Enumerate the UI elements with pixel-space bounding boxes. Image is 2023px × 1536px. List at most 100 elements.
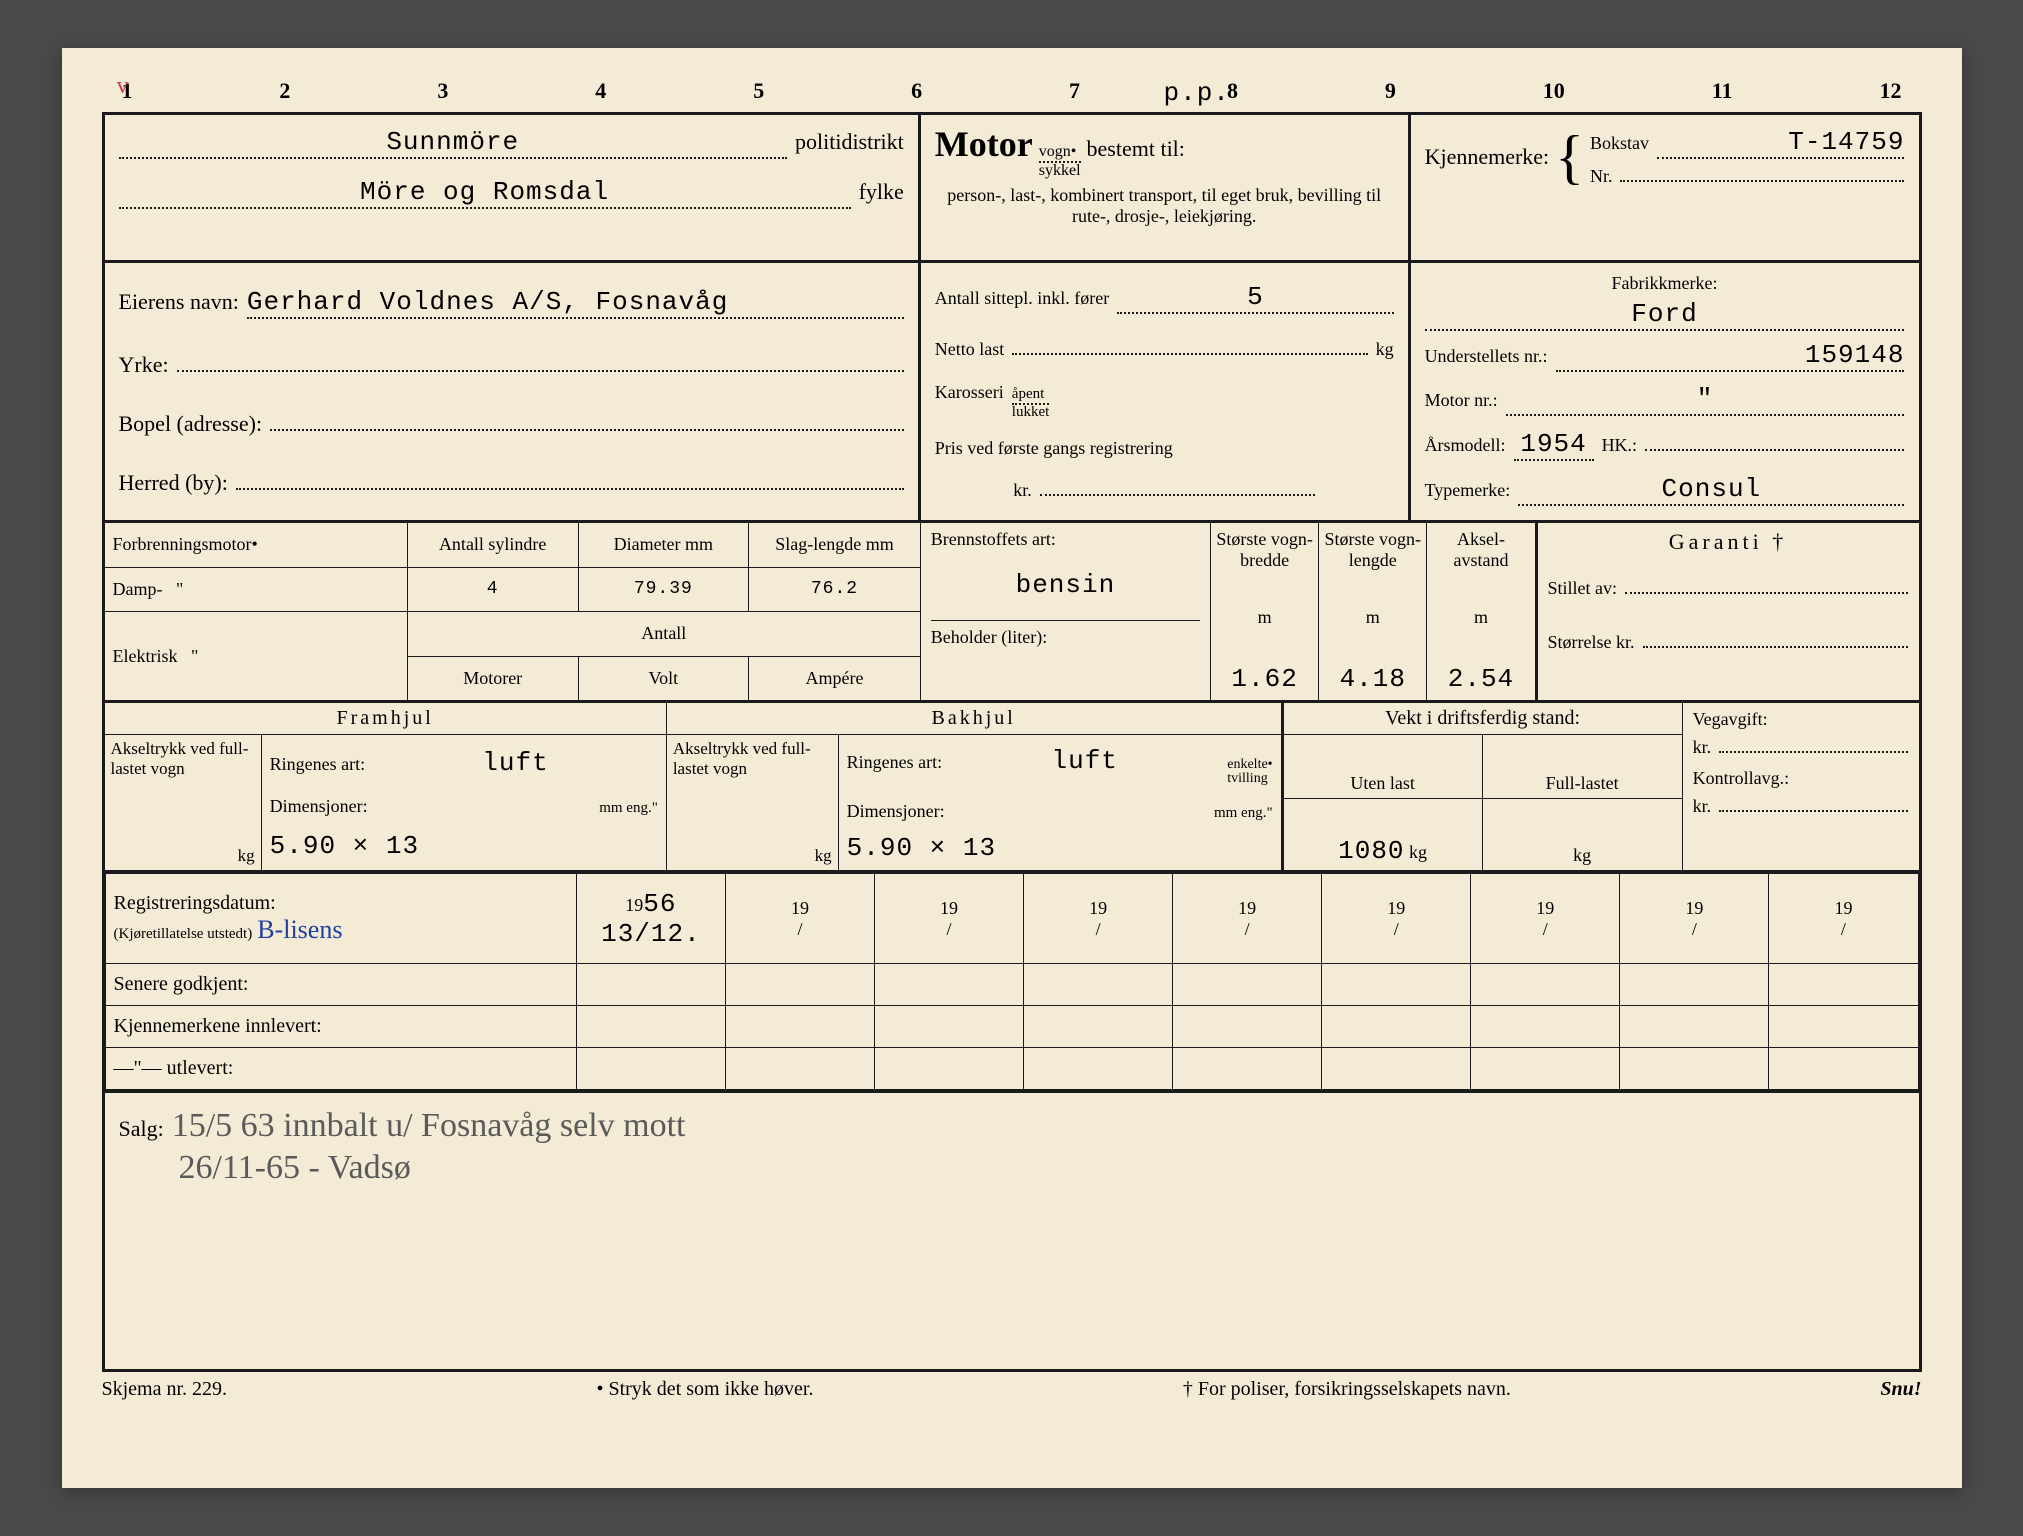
footer: Skjema nr. 229. • Stryk det som ikke høv… bbox=[102, 1372, 1922, 1401]
forbrenning-label: Forbrenningsmotor• bbox=[105, 523, 408, 568]
eier-value: Gerhard Voldnes A/S, Fosnavåg bbox=[247, 287, 904, 319]
year-col: 19/ bbox=[1769, 874, 1918, 964]
motornr-label: Motor nr.: bbox=[1425, 390, 1498, 411]
specs-mid-cell: Antall sittepl. inkl. fører5 Netto lastk… bbox=[921, 263, 1411, 520]
footnote-stryk: • Stryk det som ikke høver. bbox=[596, 1378, 813, 1401]
eier-label: Eierens navn: bbox=[119, 289, 239, 315]
ruler-tick: 7 bbox=[1069, 78, 1080, 104]
bak-ring: Ringenes art:luft enkelte• tvilling Dime… bbox=[839, 735, 1281, 870]
vekt-cell: Vekt i driftsferdig stand: Uten last Ful… bbox=[1284, 703, 1683, 870]
kg-label: kg bbox=[1376, 339, 1394, 360]
col-sylindre: Antall sylindre bbox=[408, 523, 579, 568]
ringenes-fram-value: luft bbox=[373, 748, 658, 778]
mm-eng: mm eng." bbox=[1214, 805, 1273, 822]
bredde-value: 1.62 bbox=[1215, 664, 1314, 694]
ruler-tick: 9 bbox=[1385, 78, 1396, 104]
uten-value: 1080 bbox=[1338, 836, 1404, 866]
fylke-value: Möre og Romsdal bbox=[119, 177, 851, 209]
dimensjoner-label: Dimensjoner: bbox=[270, 796, 368, 817]
enkelte-label: enkelte• bbox=[1227, 758, 1272, 772]
bak-axle: Akseltrykk ved full-lastet vogn kg bbox=[667, 735, 839, 870]
ruler: 1 2 3 4 5 6 7 8 9 10 11 12 bbox=[102, 78, 1922, 112]
form-frame: Sunnmöre politidistrikt Möre og Romsdal … bbox=[102, 112, 1922, 1372]
dimensjoner-label: Dimensjoner: bbox=[847, 801, 945, 822]
sittepl-label: Antall sittepl. inkl. fører bbox=[935, 288, 1109, 309]
motornr-value: " bbox=[1506, 384, 1905, 416]
stillet-value bbox=[1625, 575, 1908, 594]
innlevert-label: Kjennemerkene innlevert: bbox=[105, 1006, 576, 1048]
ruler-tick: 10 bbox=[1543, 78, 1565, 104]
kg-unit: kg bbox=[111, 846, 255, 866]
owner-cell: Eierens navn: Gerhard Voldnes A/S, Fosnav… bbox=[105, 263, 921, 520]
nr-label: Nr. bbox=[1590, 166, 1613, 187]
col-motorer: Motorer bbox=[408, 657, 579, 701]
mm-eng: mm eng." bbox=[599, 800, 658, 817]
bredde-col: Største vogn-bredde m 1.62 bbox=[1211, 523, 1319, 700]
year-col: 19/ bbox=[875, 874, 1024, 964]
red-checkmark: v bbox=[117, 73, 129, 100]
lengde-label: Største vogn-lengde bbox=[1323, 529, 1422, 571]
bopel-value bbox=[270, 412, 904, 431]
slag-value: 76.2 bbox=[749, 568, 920, 613]
storrelse-value bbox=[1643, 629, 1909, 648]
motor-sykkel: sykkel bbox=[1039, 163, 1081, 179]
motor-desc: person-, last-, kombinert transport, til… bbox=[935, 185, 1394, 227]
vekt-title: Vekt i driftsferdig stand: bbox=[1284, 703, 1682, 735]
kr-label: kr. bbox=[1693, 737, 1712, 758]
reg-sub: (Kjøretillatelse utstedt) bbox=[114, 926, 253, 942]
kr-label: kr. bbox=[1013, 480, 1032, 501]
karosseri-label: Karosseri bbox=[935, 382, 1004, 403]
year-col: 19/ bbox=[1173, 874, 1322, 964]
uten-value-cell: 1080 kg bbox=[1284, 799, 1483, 871]
skjema-nr: Skjema nr. 229. bbox=[102, 1378, 228, 1401]
utlevert-label: —"— utlevert: bbox=[105, 1048, 576, 1090]
brennstoff-value: bensin bbox=[931, 570, 1200, 600]
bokstav-value: T-14759 bbox=[1657, 127, 1904, 159]
yrke-value bbox=[177, 353, 904, 372]
understell-label: Understellets nr.: bbox=[1425, 346, 1548, 367]
aksel-col: Aksel-avstand m 2.54 bbox=[1427, 523, 1534, 700]
ruler-tick: 6 bbox=[911, 78, 922, 104]
m-unit: m bbox=[1323, 607, 1422, 628]
ditto: " bbox=[176, 579, 183, 600]
motor-heading: Motor bbox=[935, 123, 1033, 165]
sylindre-value: 4 bbox=[408, 568, 579, 613]
ruler-tick: 11 bbox=[1712, 78, 1733, 104]
row-owner: Eierens navn: Gerhard Voldnes A/S, Fosnav… bbox=[105, 263, 1919, 523]
avgift-cell: Vegavgift: kr. Kontrollavg.: kr. bbox=[1683, 703, 1919, 870]
kjennemerke-label: Kjennemerke: bbox=[1425, 144, 1550, 170]
senere-label: Senere godkjent: bbox=[105, 964, 576, 1006]
karosseri-lukket: lukket bbox=[1012, 405, 1050, 420]
pp-mark: p.p. bbox=[1164, 78, 1230, 108]
ringenes-label: Ringenes art: bbox=[270, 754, 365, 775]
herred-value bbox=[236, 470, 904, 489]
hk-value bbox=[1645, 432, 1904, 451]
salg-line1: 15/5 63 innbalt u/ Fosnavåg selv mott bbox=[172, 1107, 686, 1145]
kr-label: kr. bbox=[1693, 796, 1712, 817]
year-col: 19/ bbox=[1471, 874, 1620, 964]
arsmodell-value: 1954 bbox=[1514, 429, 1594, 461]
karosseri-apent: åpent bbox=[1012, 387, 1050, 405]
lengde-value: 4.18 bbox=[1323, 664, 1422, 694]
year-col: 19/ bbox=[1322, 874, 1471, 964]
fram-axle: Akseltrykk ved full-lastet vogn kg bbox=[105, 735, 262, 870]
kg-unit: kg bbox=[673, 846, 832, 866]
registration-card: v p.p. 1 2 3 4 5 6 7 8 9 10 11 12 Sunnmö… bbox=[62, 48, 1962, 1488]
salg-label: Salg: bbox=[119, 1116, 164, 1142]
fabrikkmerke-value: Ford bbox=[1425, 299, 1905, 331]
maker-cell: Fabrikkmerke: Ford Understellets nr.:159… bbox=[1411, 263, 1919, 520]
col-ampere: Ampére bbox=[749, 657, 920, 701]
registration-table: Registreringsdatum: (Kjøretillatelse uts… bbox=[105, 873, 1919, 1090]
col-slag: Slag-lengde mm bbox=[749, 523, 920, 568]
reg-label: Registreringsdatum: bbox=[114, 892, 276, 914]
dims-cell: Største vogn-bredde m 1.62 Største vogn-… bbox=[1211, 523, 1538, 700]
hk-label: HK.: bbox=[1602, 435, 1638, 456]
framhjul-cell: Framhjul Akseltrykk ved full-lastet vogn… bbox=[105, 703, 667, 870]
bak-title: Bakhjul bbox=[667, 703, 1281, 735]
col-diameter: Diameter mm bbox=[579, 523, 750, 568]
ringenes-label: Ringenes art: bbox=[847, 752, 942, 773]
tvilling-label: tvilling bbox=[1227, 772, 1272, 786]
veg-label: Vegavgift: bbox=[1693, 709, 1909, 730]
understell-value: 159148 bbox=[1556, 340, 1905, 372]
veg-value bbox=[1719, 734, 1908, 753]
